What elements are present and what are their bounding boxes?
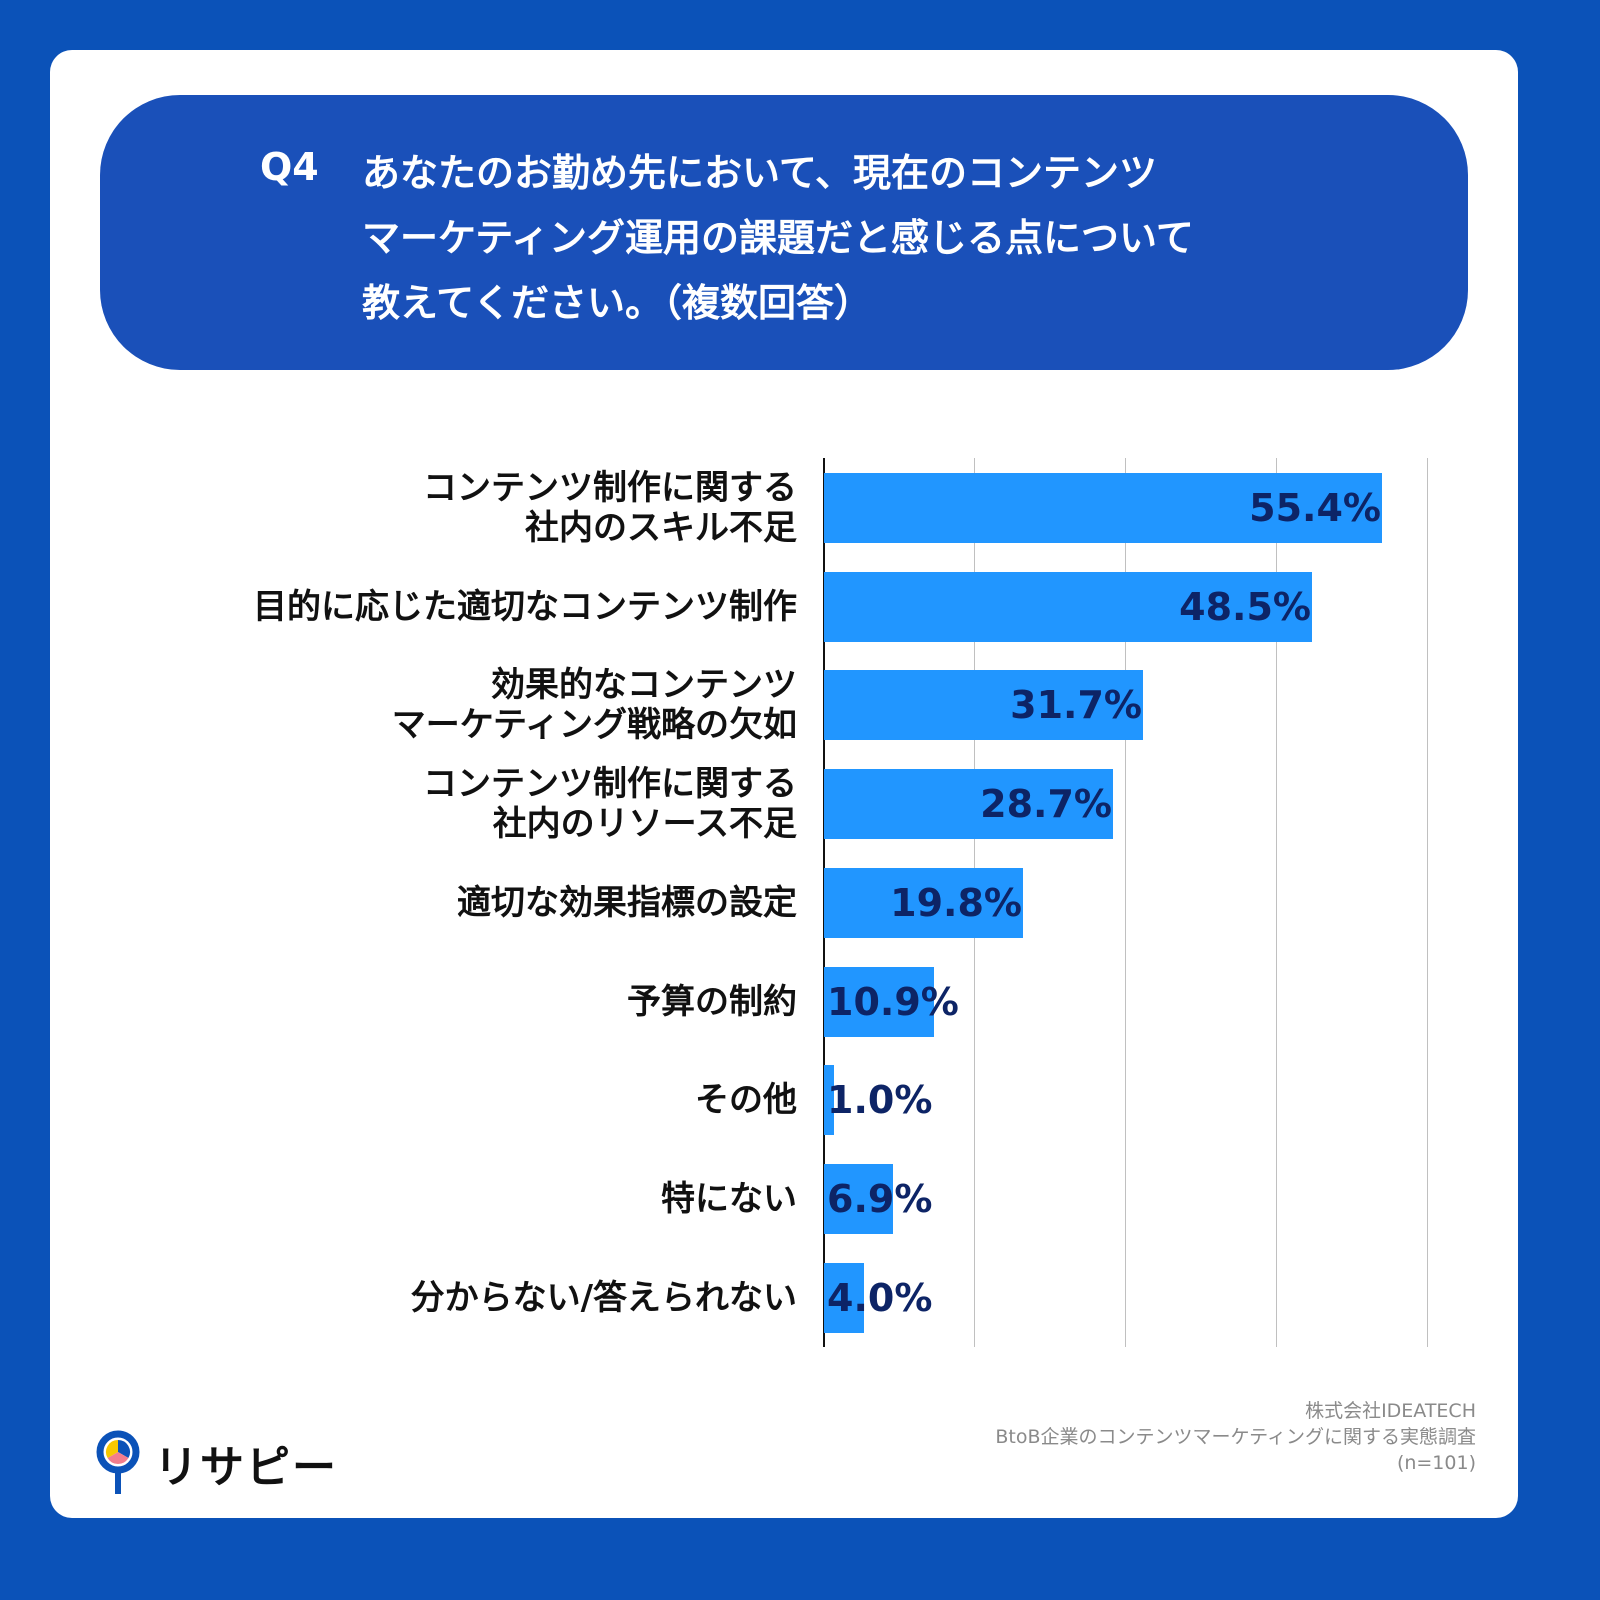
category-label: 効果的なコンテンツ マーケティング戦略の欠如 [392,665,797,745]
magnifier-pie-icon [96,1430,140,1494]
bar [824,966,934,1037]
category-label-line: コンテンツ制作に関する [423,468,797,508]
question-line: マーケティング運用の課題だと感じる点について [362,216,1194,260]
category-label: 目的に応じた適切なコンテンツ制作 [253,587,797,627]
category-label: コンテンツ制作に関する 社内のスキル不足 [423,468,797,548]
bar [824,1262,864,1333]
value-label: 31.7% [1010,683,1142,728]
bar [824,473,1382,543]
question-text: あなたのお勤め先において、現在のコンテンツ マーケティング運用の課題だと感じる点… [362,141,1362,336]
bar-chart: 55.4% 48.5% 31.7% 28.7% 19.8% 10.9% 1.0% 6.9% 4.… [823,458,1463,1347]
category-label: 予算の制約 [627,982,797,1022]
gridline [1125,458,1126,1347]
question-line: 教えてください。（複数回答） [362,281,872,325]
category-label-line: コンテンツ制作に関する [423,764,797,805]
value-label: 1.0% [827,1078,933,1123]
value-label: 48.5% [1179,584,1311,629]
category-label-line: 効果的なコンテンツ [491,665,797,706]
category-label: 適切な効果指標の設定 [457,883,797,923]
value-label: 28.7% [980,782,1112,827]
category-label: その他 [695,1080,797,1120]
value-label: 10.9% [827,979,959,1024]
category-label: 特にない [661,1179,797,1219]
category-label-line: 分からない/答えられない [410,1277,797,1318]
source-survey: BtoB企業のコンテンツマーケティングに関する実態調査 [995,1426,1476,1448]
question-number: Q4 [260,145,319,189]
category-label-line: マーケティング戦略の欠如 [391,705,797,746]
category-label-line: その他 [695,1080,797,1121]
category-label-line: 適切な効果指標の設定 [457,882,797,923]
bar [824,867,1023,938]
question-line: あなたのお勤め先において、現在のコンテンツ [362,151,1157,195]
value-label: 19.8% [890,880,1022,925]
logo-text: リサピー [154,1442,338,1493]
category-label-line: 社内のリソース不足 [492,804,797,845]
gridline [1427,458,1428,1347]
value-label: 6.9% [827,1176,933,1221]
bar [824,571,1312,642]
category-label-line: 目的に応じた適切なコンテンツ制作 [253,586,797,627]
question-header: Q4 あなたのお勤め先において、現在のコンテンツ マーケティング運用の課題だと感… [100,95,1468,370]
source-company: 株式会社IDEATECH [1305,1400,1476,1422]
category-label-line: 特にない [661,1178,797,1219]
bar [824,1163,893,1234]
category-label-line: 社内のスキル不足 [525,508,797,548]
source-sample-size: (n=101) [1396,1452,1476,1474]
value-label: 55.4% [1249,486,1381,530]
category-label: 分からない/答えられない [411,1278,797,1318]
bar [824,769,1113,840]
category-label-line: 予算の制約 [627,981,797,1022]
bar [824,1065,834,1136]
gridline [1276,458,1277,1347]
value-label: 4.0% [827,1275,933,1320]
bar [824,670,1143,741]
category-label: コンテンツ制作に関する 社内のリソース不足 [423,764,797,844]
source-note: 株式会社IDEATECH BtoB企業のコンテンツマーケティングに関する実態調査… [995,1398,1476,1476]
risapy-logo: リサピー [96,1430,338,1496]
